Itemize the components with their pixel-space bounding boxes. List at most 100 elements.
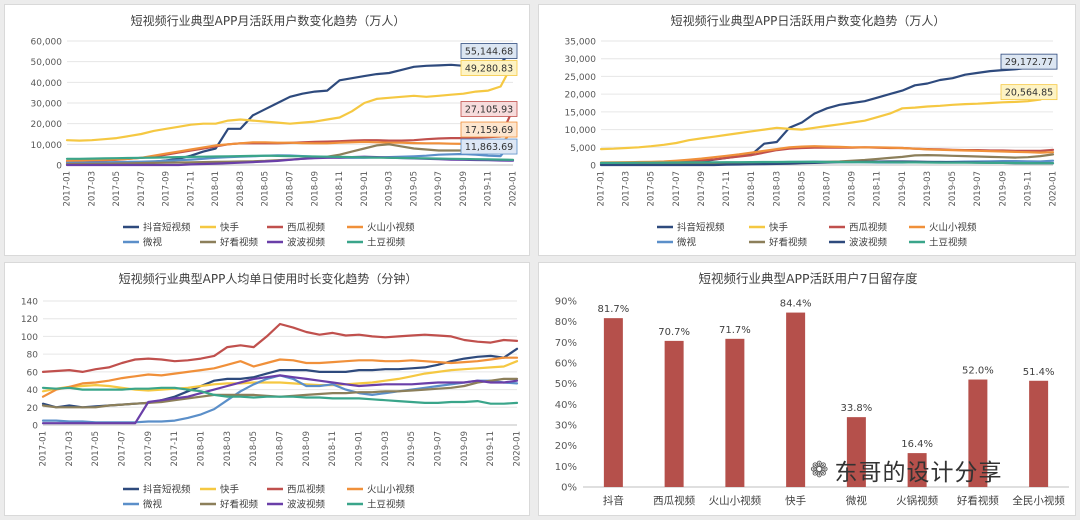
x-tick-label: 2017-07 — [672, 171, 682, 207]
end-value-box — [1000, 53, 1058, 70]
end-value-label: 55,144.68 — [465, 47, 513, 58]
x-tick-label: 2018-05 — [797, 171, 807, 207]
chart-title: 短视频行业典型APP日活跃用户数变化趋势（万人） — [671, 13, 946, 28]
daily-active-users-chart: 短视频行业典型APP日活跃用户数变化趋势（万人） 0 5,000 10,000 15,0… — [538, 4, 1076, 256]
y-tick-label: 0 — [56, 162, 62, 172]
p4-svg: 短视频行业典型APP活跃用户7日留存度 0% 10% 20% 30% 40% 50% 60% 7… — [555, 271, 1069, 507]
end-value-label: 17,159.69 — [465, 125, 513, 136]
y-tick-label: 60 — [27, 368, 39, 378]
x-tick-label: 2018-07 — [286, 171, 296, 207]
y-tick-label: 70% — [555, 338, 577, 349]
end-value-label: 20,564.85 — [1005, 88, 1053, 99]
y-tick-label: 40% — [555, 400, 577, 411]
legend-label: 西瓜视频 — [849, 222, 888, 234]
end-value-label: 11,863.69 — [465, 142, 513, 153]
x-tick-label: 2018-07 — [276, 431, 286, 467]
legend-label: 快手 — [220, 222, 240, 234]
series-line-1 — [65, 49, 515, 166]
x-tick-label: 2018-01 — [747, 171, 757, 207]
x-tick-label: 2018-03 — [236, 171, 246, 207]
series-line-4 — [41, 356, 519, 398]
x-tick-label: 2018-11 — [328, 431, 338, 467]
x-tick-label: 2017-01 — [39, 431, 49, 467]
x-tick-label: 2017-01 — [63, 171, 73, 207]
legend-label: 火山小视频 — [929, 222, 977, 234]
bar-value-label: 70.7% — [658, 327, 690, 338]
legend-label: 微视 — [143, 237, 163, 249]
watermark-text: 东哥的设计分享 — [834, 460, 1003, 486]
y-tick-label: 20,000 — [565, 91, 597, 101]
legend-label: 好看视频 — [769, 237, 808, 249]
x-tick-label: 2019-11 — [1023, 171, 1033, 207]
series-line-8 — [65, 154, 515, 161]
legend-label: 波波视频 — [849, 237, 888, 249]
y-tick-label: 80 — [27, 351, 39, 361]
bar-value-label: 52.0% — [962, 366, 994, 377]
y-tick-label: 50% — [555, 379, 577, 390]
end-value-box — [460, 138, 518, 155]
x-tick-label: 2018-05 — [249, 431, 259, 467]
x-tick-label: 2019-09 — [998, 171, 1008, 207]
x-tick-label: 2018-11 — [335, 171, 345, 207]
legend-label: 抖音短视频 — [143, 484, 191, 496]
p1-svg: 短视频行业典型APP月活跃用户数变化趋势（万人） 0 10,000 20,000 30,… — [31, 13, 519, 249]
x-tick-label: 2020-01 — [1049, 171, 1059, 207]
y-tick-label: 35,000 — [565, 38, 597, 48]
x-tick-label: 2017-05 — [91, 431, 101, 467]
x-tick-label: 2017-07 — [137, 171, 147, 207]
y-tick-label: 80% — [555, 317, 577, 328]
x-tick-label: 2017-05 — [112, 171, 122, 207]
x-tick-label: 2017-11 — [170, 431, 180, 467]
x-tick-label: 2017-03 — [622, 171, 632, 207]
x-tick-label: 2018-01 — [211, 171, 221, 207]
chart-title: 短视频行业典型APP活跃用户7日留存度 — [698, 271, 918, 286]
end-value-label: 49,280.83 — [465, 64, 513, 75]
y-tick-label: 25,000 — [565, 73, 597, 83]
bar-4 — [786, 312, 806, 487]
end-value-box — [1000, 84, 1058, 101]
x-category-label: 抖音 — [603, 494, 624, 507]
x-category-label: 全民小视频 — [1012, 494, 1065, 507]
legend-label: 波波视频 — [287, 499, 326, 511]
series-line-8 — [41, 386, 519, 405]
x-tick-label: 2017-05 — [647, 171, 657, 207]
x-tick-label: 2019-03 — [923, 171, 933, 207]
x-tick-label: 2017-09 — [144, 431, 154, 467]
y-tick-label: 90% — [555, 297, 577, 308]
legend-label: 土豆视频 — [367, 237, 406, 249]
x-tick-label: 2018-09 — [302, 431, 312, 467]
y-tick-label: 20% — [555, 441, 577, 452]
y-tick-label: 10% — [555, 462, 577, 473]
x-category-label: 快手 — [785, 494, 806, 507]
x-tick-label: 2018-03 — [223, 431, 233, 467]
x-tick-label: 2018-09 — [848, 171, 858, 207]
legend-label: 西瓜视频 — [287, 484, 326, 496]
x-tick-label: 2019-09 — [459, 171, 469, 207]
x-tick-label: 2018-01 — [197, 431, 207, 467]
y-tick-label: 30,000 — [31, 100, 63, 110]
series-line-2 — [599, 90, 1055, 151]
x-tick-label: 2018-09 — [310, 171, 320, 207]
series-line-1 — [599, 60, 1055, 166]
x-tick-label: 2017-09 — [162, 171, 172, 207]
series-line-2 — [41, 360, 519, 393]
y-tick-label: 40,000 — [31, 79, 63, 89]
bar-2 — [664, 340, 684, 487]
x-tick-label: 2020-01 — [509, 171, 519, 207]
series-line-3 — [41, 322, 519, 374]
seven-day-retention-chart: 短视频行业典型APP活跃用户7日留存度 0% 10% 20% 30% 40% 50% 60% 7… — [538, 262, 1076, 516]
bar-value-label: 84.4% — [780, 299, 812, 310]
y-tick-label: 5,000 — [570, 144, 596, 154]
chart-title: 短视频行业典型APP月活跃用户数变化趋势（万人） — [131, 13, 406, 28]
x-tick-label: 2019-07 — [973, 171, 983, 207]
x-tick-label: 2017-03 — [65, 431, 75, 467]
x-tick-label: 2019-03 — [381, 431, 391, 467]
x-category-label: 火山小视频 — [709, 494, 762, 507]
y-tick-label: 0% — [561, 483, 577, 494]
x-tick-label: 2018-05 — [261, 171, 271, 207]
x-category-label: 火锅视频 — [896, 494, 938, 507]
bar-value-label: 81.7% — [597, 304, 629, 315]
p3-svg: 短视频行业典型APP人均单日使用时长变化趋势（分钟） 0 20 40 60 80 100 12… — [21, 271, 523, 511]
bar-value-label: 51.4% — [1023, 367, 1055, 378]
y-tick-label: 120 — [21, 315, 38, 325]
